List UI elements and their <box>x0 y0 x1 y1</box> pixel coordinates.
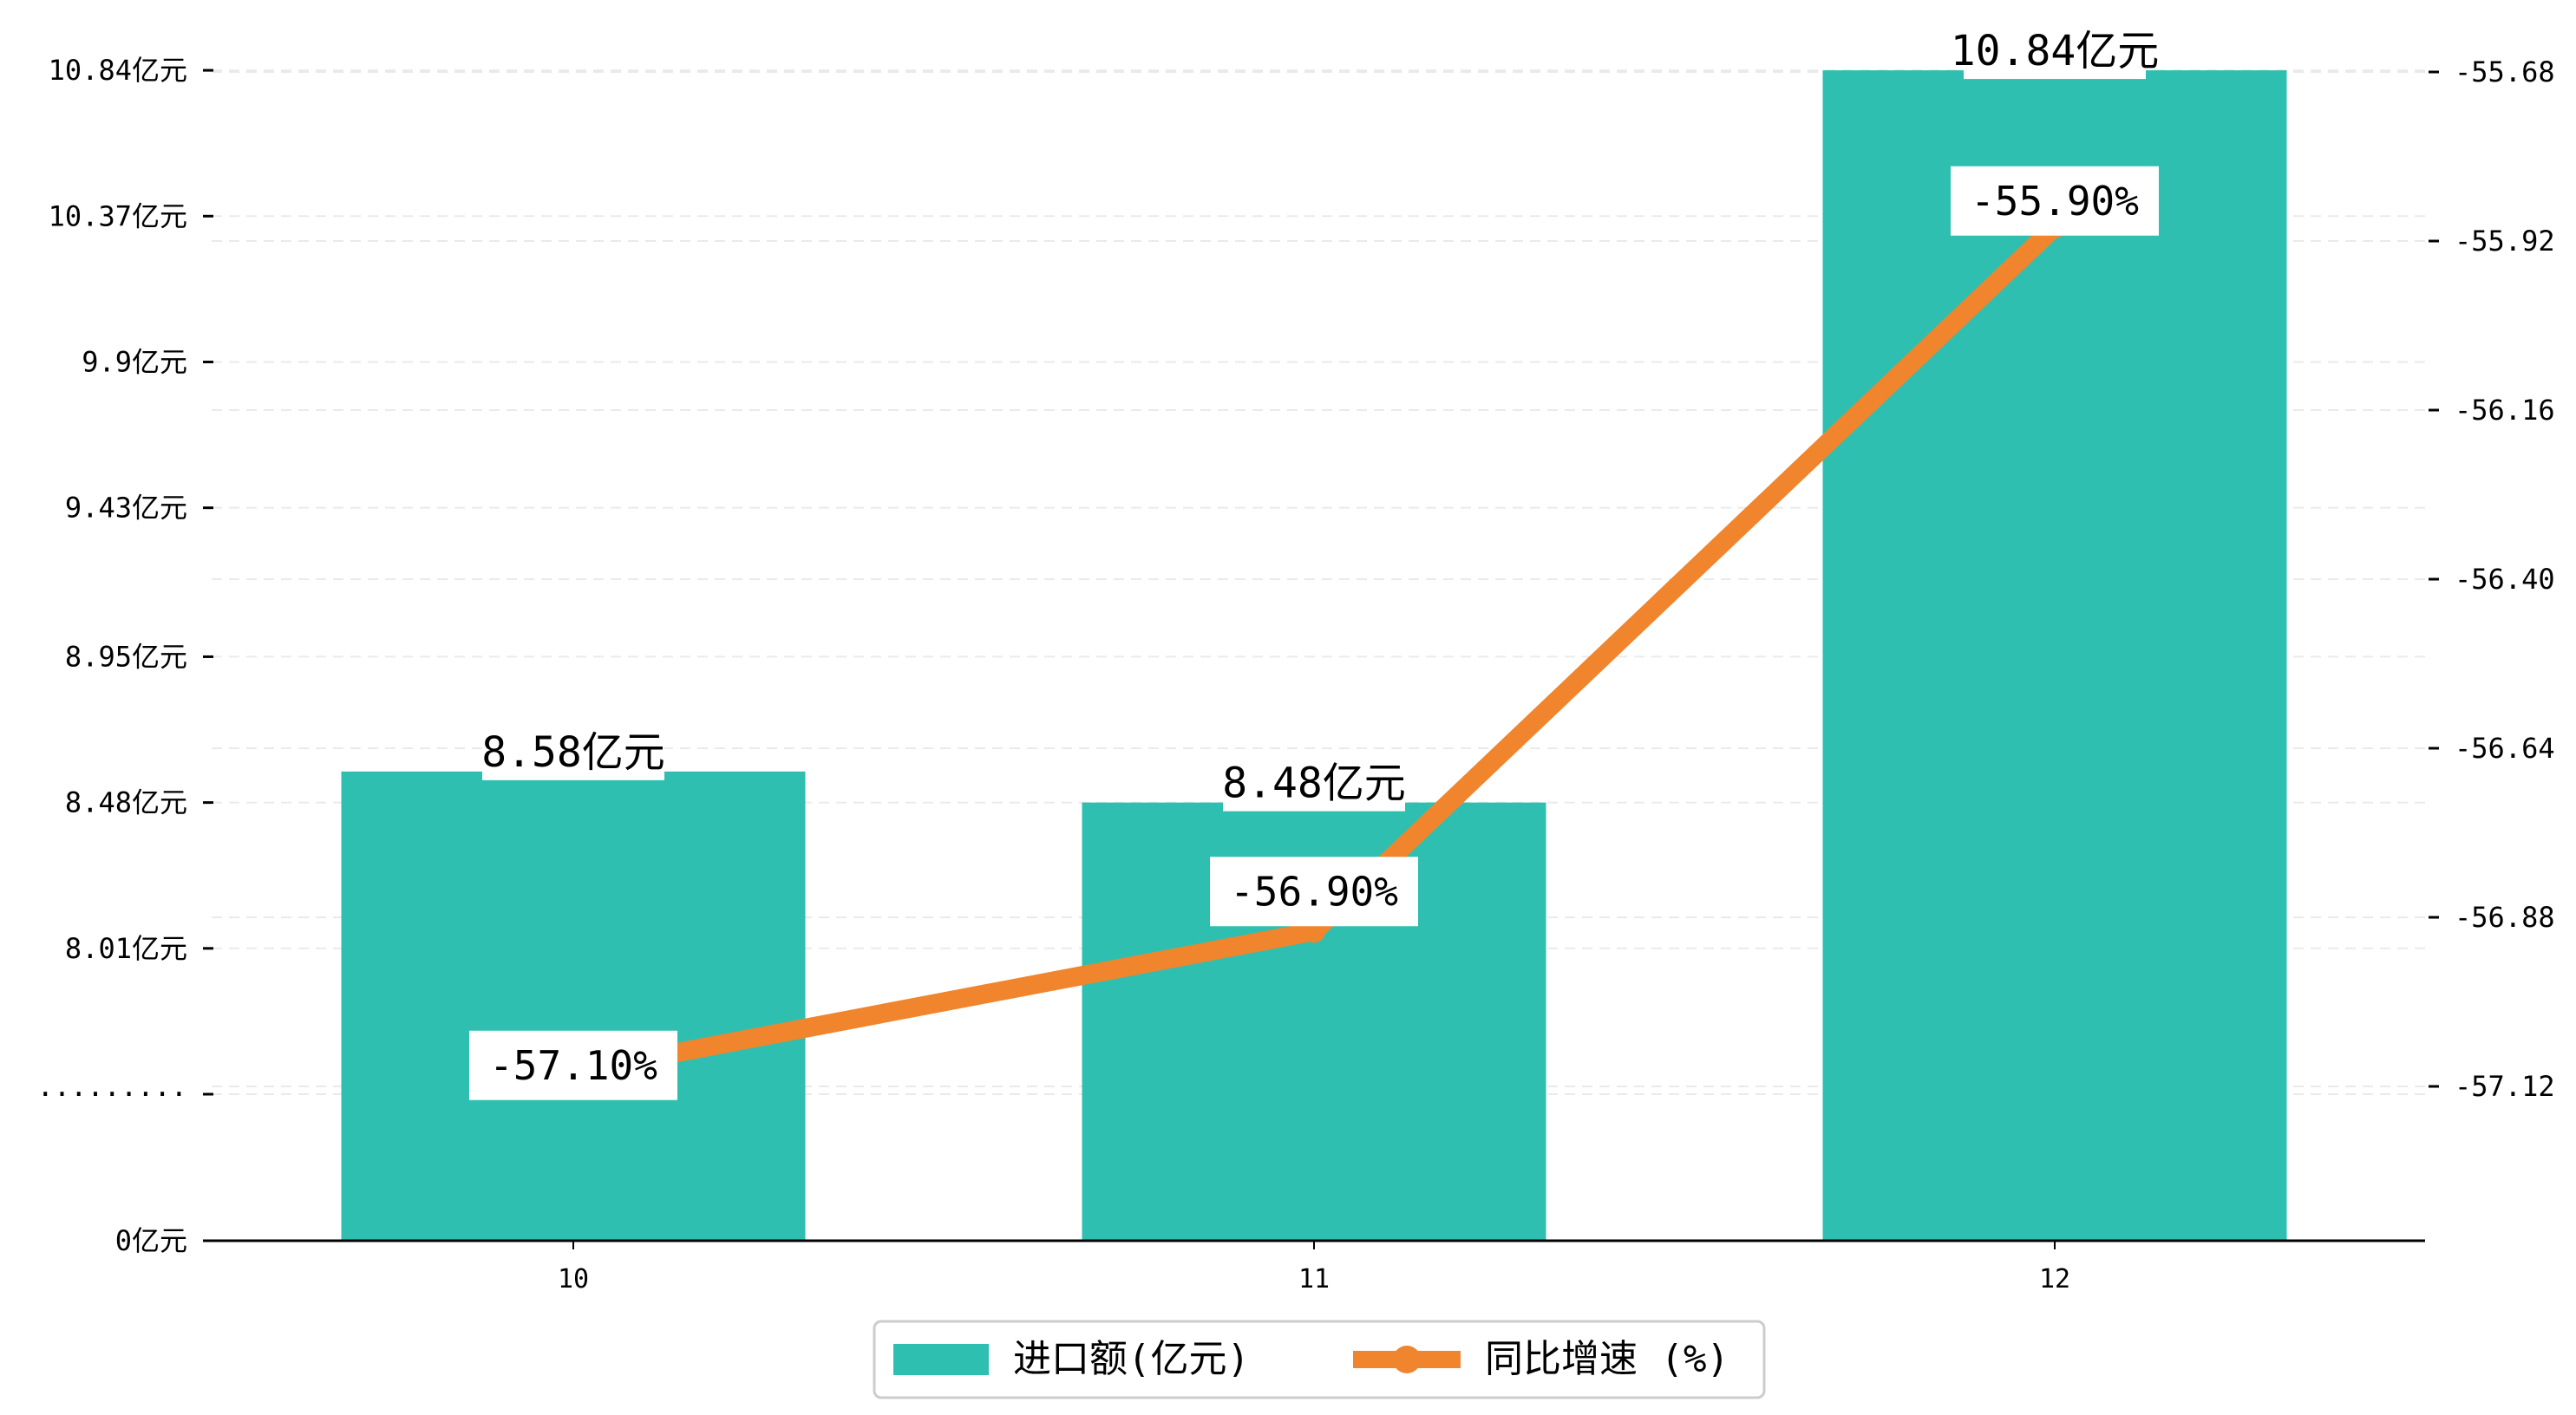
bar-value-label-bg <box>1964 25 2146 80</box>
left-tick-label: 9.9亿元 <box>82 345 187 378</box>
right-tick-label: -57.12 <box>2455 1070 2555 1103</box>
right-tick-label: -56.64 <box>2455 732 2555 765</box>
line-value-label: -55.90% <box>1971 178 2139 225</box>
legend-bar-swatch <box>893 1344 989 1375</box>
line-value-label: -56.90% <box>1230 868 1398 915</box>
x-tick-label: 10 <box>558 1264 589 1294</box>
left-tick-label: 10.37亿元 <box>49 199 187 232</box>
right-tick-label: -55.92 <box>2455 225 2555 258</box>
bar-value-label: 10.84亿元 <box>1951 27 2160 75</box>
left-tick-label: 0亿元 <box>115 1224 187 1257</box>
legend-line-label: 同比增速 (%) <box>1485 1337 1729 1381</box>
bar-value-label: 8.48亿元 <box>1222 760 1406 808</box>
left-tick-label: 8.48亿元 <box>65 786 187 819</box>
left-tick-label: ········· <box>37 1078 187 1111</box>
left-tick-label: 9.43亿元 <box>65 492 187 525</box>
line-value-label-bg <box>469 1030 677 1100</box>
right-tick-label: -56.88 <box>2455 901 2555 934</box>
right-tick-label: -55.68 <box>2455 55 2555 88</box>
bar-value-label-bg <box>1223 757 1405 812</box>
bar <box>1822 70 2287 1242</box>
bar-series <box>341 70 2287 1242</box>
legend-line-marker <box>1393 1346 1421 1373</box>
bar <box>341 771 806 1241</box>
left-tick-label: 8.95亿元 <box>65 640 187 673</box>
line-value-label: -57.10% <box>489 1042 657 1089</box>
left-tick-label: 8.01亿元 <box>65 932 187 965</box>
line-value-label-bg <box>1210 857 1418 927</box>
bar-value-label-bg <box>482 726 664 780</box>
left-tick-label: 10.84亿元 <box>49 54 187 87</box>
legend-box <box>873 1320 1766 1399</box>
line-value-label-bg <box>1951 166 2159 236</box>
right-tick-label: -56.16 <box>2455 394 2555 427</box>
bar-value-label: 8.58亿元 <box>481 728 665 777</box>
axes: 10 11 12 0亿元 ········· 8.01亿元 8.48亿元 8.95亿元 9.43… <box>37 54 2555 1294</box>
x-tick-label: 11 <box>1298 1264 1330 1294</box>
x-tick-label: 12 <box>2039 1264 2070 1294</box>
right-tick-label: -56.40 <box>2455 563 2555 596</box>
data-labels: 8.58亿元 8.48亿元 10.84亿元 -57.10% -56.90% -55.90% <box>469 25 2159 1100</box>
legend-bar-label: 进口额(亿元) <box>1013 1337 1250 1381</box>
legend: 进口额(亿元) 同比增速 (%) <box>873 1320 1766 1399</box>
